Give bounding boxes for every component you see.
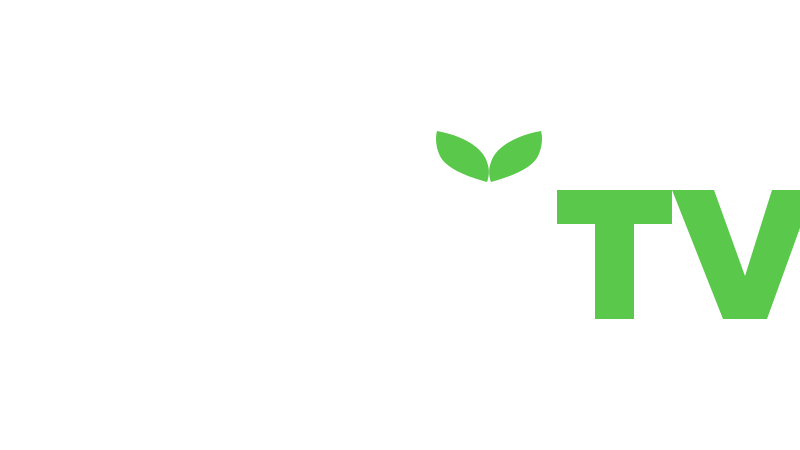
logo-tv-mark (557, 190, 800, 319)
logo-letter-v (672, 190, 800, 319)
logo-letter-t (557, 190, 672, 319)
sprout-icon (436, 131, 542, 182)
left-leaf-icon (436, 131, 489, 182)
right-leaf-icon (489, 131, 542, 182)
